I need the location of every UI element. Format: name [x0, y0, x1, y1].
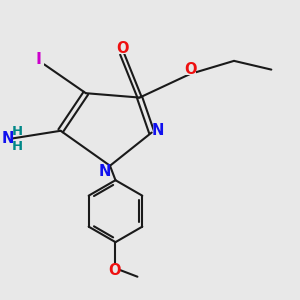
Bar	[14, 128, 21, 136]
Bar	[14, 141, 21, 149]
Bar	[3, 133, 12, 144]
Bar	[110, 265, 120, 276]
Bar	[117, 43, 128, 54]
Text: O: O	[109, 263, 121, 278]
Text: N: N	[98, 164, 111, 178]
Text: H: H	[12, 125, 23, 138]
Text: N: N	[2, 131, 14, 146]
Text: I: I	[36, 52, 42, 68]
Bar	[185, 64, 196, 75]
Text: O: O	[184, 62, 197, 77]
Text: N: N	[152, 123, 164, 138]
Text: O: O	[116, 41, 129, 56]
Bar	[99, 165, 110, 177]
Bar	[153, 124, 164, 136]
Text: H: H	[12, 140, 23, 152]
Bar	[33, 54, 44, 65]
